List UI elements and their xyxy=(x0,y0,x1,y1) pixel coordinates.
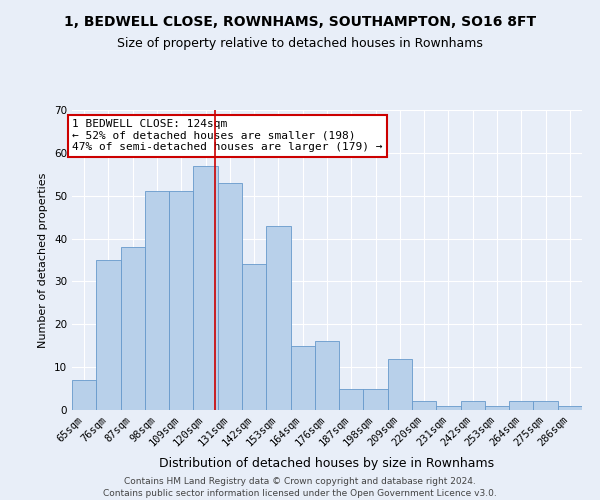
Text: Size of property relative to detached houses in Rownhams: Size of property relative to detached ho… xyxy=(117,38,483,51)
X-axis label: Distribution of detached houses by size in Rownhams: Distribution of detached houses by size … xyxy=(160,457,494,470)
Bar xyxy=(388,358,412,410)
Bar xyxy=(193,166,218,410)
Bar xyxy=(461,402,485,410)
Bar xyxy=(96,260,121,410)
Bar xyxy=(339,388,364,410)
Bar xyxy=(145,192,169,410)
Bar xyxy=(364,388,388,410)
Text: Contains HM Land Registry data © Crown copyright and database right 2024.
Contai: Contains HM Land Registry data © Crown c… xyxy=(103,476,497,498)
Bar xyxy=(72,380,96,410)
Bar xyxy=(485,406,509,410)
Bar xyxy=(315,342,339,410)
Text: 1, BEDWELL CLOSE, ROWNHAMS, SOUTHAMPTON, SO16 8FT: 1, BEDWELL CLOSE, ROWNHAMS, SOUTHAMPTON,… xyxy=(64,15,536,29)
Bar xyxy=(169,192,193,410)
Text: 1 BEDWELL CLOSE: 124sqm
← 52% of detached houses are smaller (198)
47% of semi-d: 1 BEDWELL CLOSE: 124sqm ← 52% of detache… xyxy=(72,119,383,152)
Bar xyxy=(533,402,558,410)
Bar xyxy=(290,346,315,410)
Bar xyxy=(509,402,533,410)
Bar xyxy=(558,406,582,410)
Bar xyxy=(436,406,461,410)
Bar xyxy=(218,183,242,410)
Y-axis label: Number of detached properties: Number of detached properties xyxy=(38,172,49,348)
Bar xyxy=(121,247,145,410)
Bar xyxy=(266,226,290,410)
Bar xyxy=(242,264,266,410)
Bar xyxy=(412,402,436,410)
